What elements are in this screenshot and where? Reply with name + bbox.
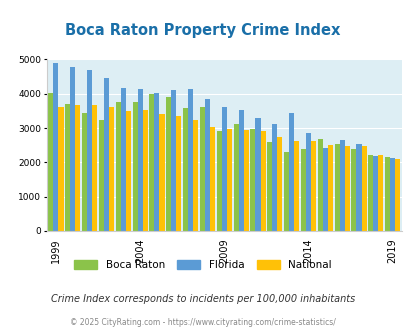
Bar [82, 113, 87, 231]
Bar [310, 142, 315, 231]
Bar [255, 118, 260, 231]
Bar [87, 70, 92, 231]
Bar [188, 88, 193, 231]
Bar [75, 105, 80, 231]
Legend: Boca Raton, Florida, National: Boca Raton, Florida, National [74, 260, 331, 270]
Text: Boca Raton Property Crime Index: Boca Raton Property Crime Index [65, 23, 340, 38]
Bar [137, 88, 142, 231]
Bar [317, 139, 322, 231]
Bar [305, 133, 310, 231]
Bar [99, 120, 104, 231]
Bar [260, 131, 265, 231]
Bar [166, 97, 171, 231]
Bar [300, 148, 305, 231]
Bar [389, 157, 394, 231]
Bar [288, 113, 294, 231]
Bar [356, 144, 360, 231]
Bar [377, 155, 382, 231]
Bar [115, 102, 120, 231]
Bar [132, 102, 137, 231]
Bar [216, 131, 221, 231]
Bar [322, 148, 327, 231]
Bar [367, 155, 373, 231]
Bar [394, 159, 399, 231]
Text: © 2025 CityRating.com - https://www.cityrating.com/crime-statistics/: © 2025 CityRating.com - https://www.city… [70, 318, 335, 327]
Bar [250, 129, 255, 231]
Bar [48, 93, 53, 231]
Bar [70, 67, 75, 231]
Bar [193, 120, 198, 231]
Bar [226, 129, 231, 231]
Bar [120, 87, 126, 231]
Bar [53, 63, 58, 231]
Bar [272, 123, 277, 231]
Bar [277, 137, 282, 231]
Bar [360, 146, 366, 231]
Bar [149, 94, 154, 231]
Bar [373, 156, 377, 231]
Bar [327, 145, 332, 231]
Bar [171, 90, 176, 231]
Bar [154, 93, 159, 231]
Bar [159, 114, 164, 231]
Bar [92, 105, 97, 231]
Bar [344, 146, 349, 231]
Text: Crime Index corresponds to incidents per 100,000 inhabitants: Crime Index corresponds to incidents per… [51, 294, 354, 304]
Bar [183, 108, 188, 231]
Bar [233, 123, 238, 231]
Bar [339, 140, 344, 231]
Bar [199, 108, 205, 231]
Bar [142, 110, 147, 231]
Bar [109, 108, 114, 231]
Bar [58, 107, 63, 231]
Bar [104, 78, 109, 231]
Bar [176, 116, 181, 231]
Bar [238, 110, 243, 231]
Bar [284, 152, 288, 231]
Bar [351, 149, 356, 231]
Bar [205, 99, 209, 231]
Bar [65, 104, 70, 231]
Bar [126, 111, 130, 231]
Bar [334, 144, 339, 231]
Bar [209, 127, 215, 231]
Bar [384, 157, 389, 231]
Bar [221, 108, 226, 231]
Bar [294, 141, 298, 231]
Bar [266, 142, 272, 231]
Bar [243, 130, 248, 231]
